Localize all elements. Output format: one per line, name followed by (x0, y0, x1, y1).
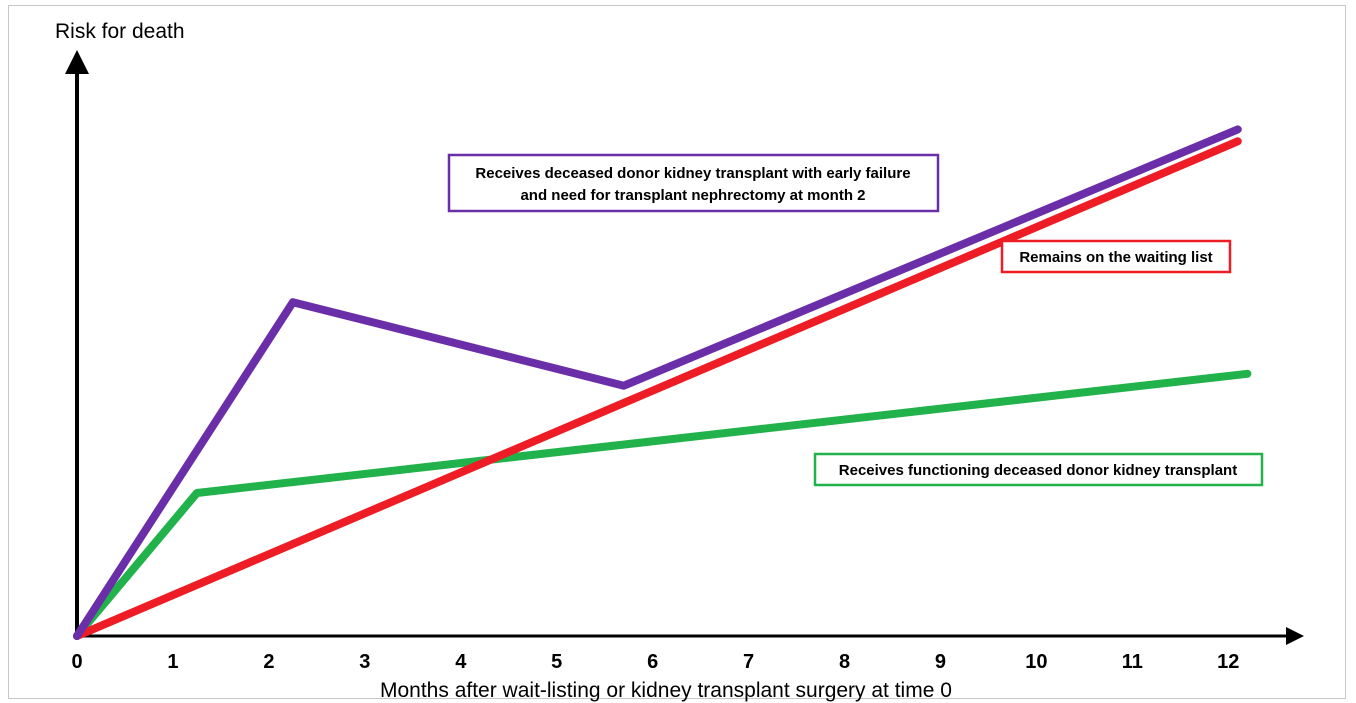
x-tick-label-5: 5 (551, 651, 562, 673)
x-tick-label-1: 1 (167, 651, 178, 673)
series-line-early-failure (73, 125, 1242, 640)
y-axis-title: Risk for death (55, 20, 185, 43)
legend-box-waiting-list: Remains on the waiting list (1000, 239, 1232, 274)
x-tick-label-9: 9 (935, 651, 946, 673)
x-axis-title: Months after wait-listing or kidney tran… (380, 679, 952, 702)
x-tick-label-4: 4 (455, 651, 467, 673)
series-lines (73, 125, 1252, 640)
legend-box-functioning-transplant: Receives functioning deceased donor kidn… (813, 452, 1264, 487)
x-tick-label-3: 3 (359, 651, 370, 673)
x-tick-label-11: 11 (1122, 651, 1143, 673)
x-tick-label-10: 10 (1025, 651, 1047, 673)
chart-frame (8, 5, 1346, 699)
legend-box-early-failure: Receives deceased donor kidney transplan… (447, 153, 940, 213)
x-tick-label-6: 6 (647, 651, 658, 673)
series-line-waiting-list (73, 137, 1242, 640)
legend-box-functioning-transplant-border (813, 452, 1264, 487)
x-tick-label-8: 8 (839, 651, 850, 673)
x-tick-labels: 0 1 2 3 4 5 6 7 8 9 10 11 12 (71, 651, 1239, 673)
legend-box-waiting-list-border (1000, 239, 1232, 274)
legend-label-early-failure-line1: Receives deceased donor kidney transplan… (475, 165, 910, 182)
x-tick-label-12: 12 (1217, 651, 1239, 673)
legend-box-early-failure-border (447, 153, 940, 213)
legend-label-functioning-transplant: Receives functioning deceased donor kidn… (839, 462, 1237, 479)
series-line-functioning-transplant (73, 369, 1252, 640)
x-tick-label-2: 2 (263, 651, 274, 673)
x-tick-label-7: 7 (743, 651, 754, 673)
legend-label-early-failure-line2: and need for transplant nephrectomy at m… (520, 187, 865, 204)
legend-label-waiting-list: Remains on the waiting list (1019, 249, 1212, 266)
x-tick-label-0: 0 (71, 651, 82, 673)
